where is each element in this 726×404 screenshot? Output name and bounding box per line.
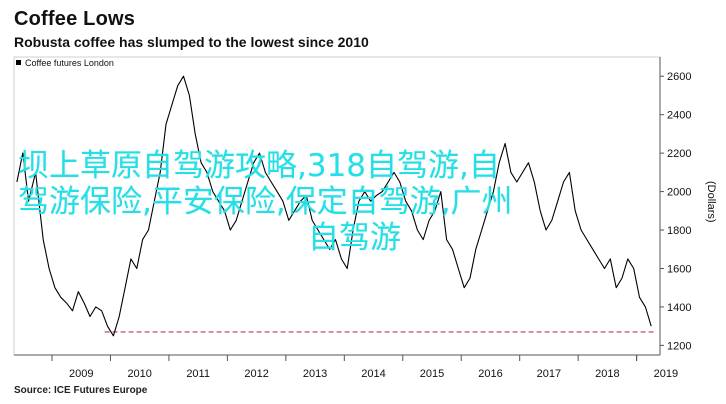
x-tick-label: 2010	[127, 368, 151, 380]
y-tick-label: 1600	[667, 263, 691, 275]
y-tick-label: 2600	[667, 71, 691, 83]
y-tick-label: 1200	[667, 340, 691, 352]
legend-label: Coffee futures London	[25, 58, 114, 68]
promo-overlay-text: 坝上草原自驾游攻略,318自驾游,自 驾游保险,平安保险,保定自驾游,广州 自驾…	[18, 148, 630, 256]
x-tick-label: 2013	[303, 368, 327, 380]
legend-swatch	[16, 60, 21, 65]
x-tick-label: 2018	[595, 368, 619, 380]
chart-title: Coffee Lows	[14, 8, 136, 30]
chart-subtitle: Robusta coffee has slumped to the lowest…	[14, 34, 369, 50]
x-tick-label: 2009	[69, 368, 93, 380]
y-tick-label: 1800	[667, 225, 691, 237]
x-tick-label: 2015	[420, 368, 444, 380]
x-tick-label: 2012	[244, 368, 268, 380]
overlay-line-2: 驾游保险,平安保险,保定自驾游,广州	[18, 184, 513, 220]
x-tick-label: 2016	[478, 368, 502, 380]
y-tick-label: 2000	[667, 187, 691, 199]
x-tick-label: 2014	[361, 368, 385, 380]
overlay-line-3: 自驾游	[308, 220, 401, 256]
series-line-coffee-futures-london	[16, 75, 652, 337]
y-tick-label: 1400	[667, 302, 691, 314]
x-tick-label: 2019	[654, 368, 678, 380]
x-tick-label: 2017	[537, 368, 561, 380]
overlay-line-1: 坝上草原自驾游攻略,318自驾游,自	[18, 148, 500, 184]
source-note: Source: ICE Futures Europe	[14, 385, 148, 396]
y-tick-label: 2400	[667, 110, 691, 122]
y-axis-label: (Dollars)	[705, 181, 717, 223]
y-tick-label: 2200	[667, 148, 691, 160]
x-tick-label: 2011	[186, 368, 210, 380]
